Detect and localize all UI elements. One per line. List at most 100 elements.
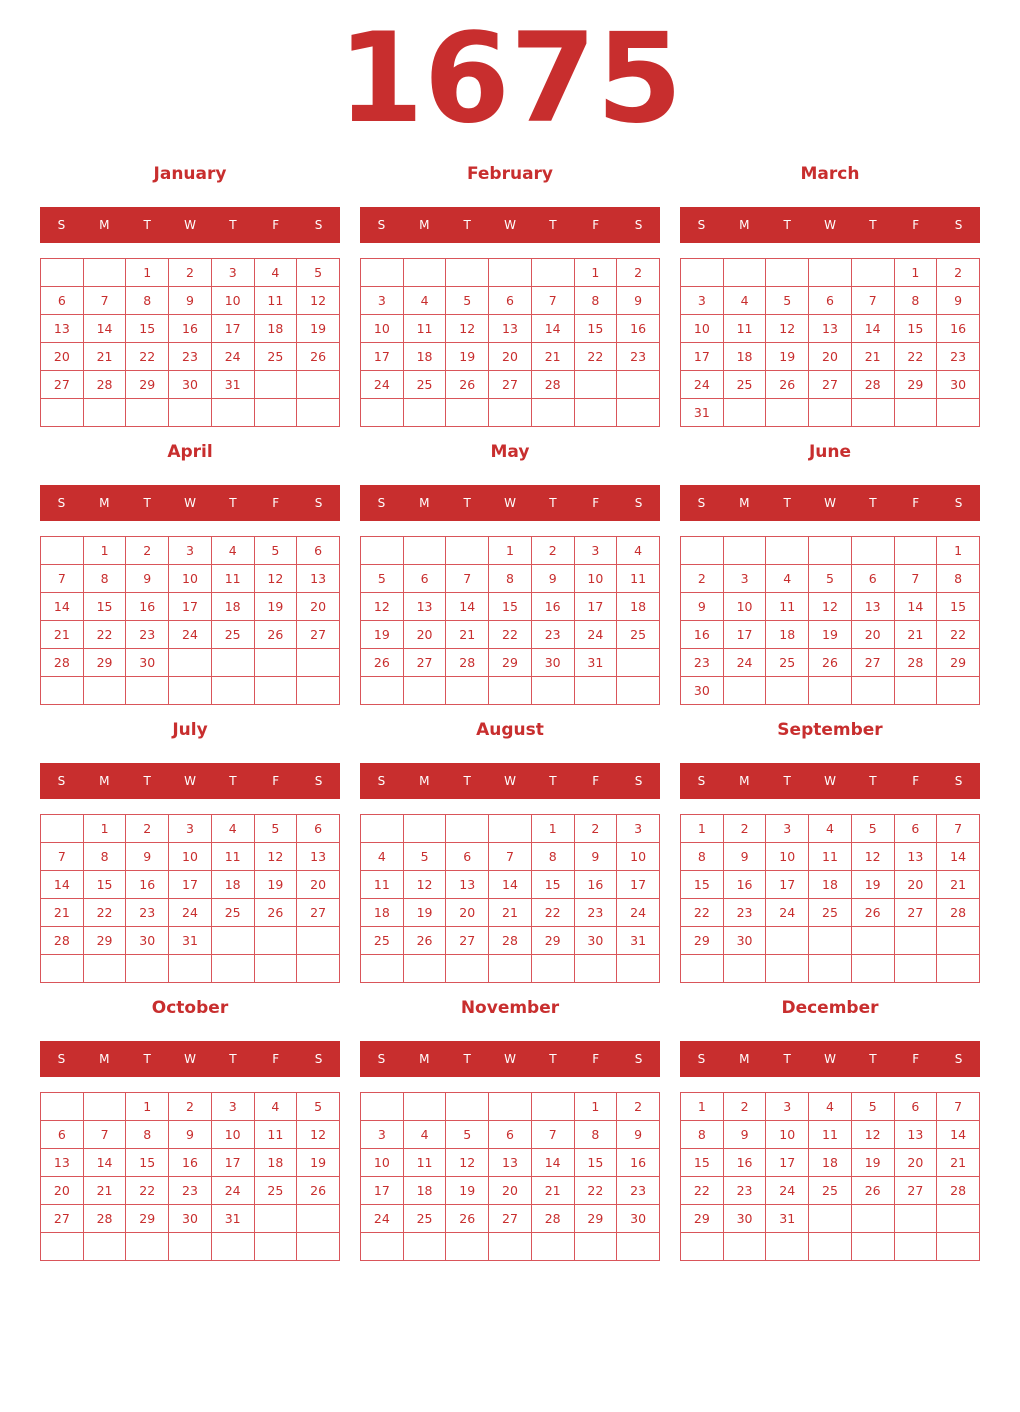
week-row: 13 14 15 16 17 18 19 [40, 314, 340, 343]
weekday-label: S [377, 1052, 386, 1066]
day-cell: 10 [360, 314, 404, 343]
day-cell: 6 [808, 286, 852, 315]
day-cell: 15 [936, 592, 980, 621]
day-cell: 13 [402, 592, 447, 621]
day-cell [765, 676, 810, 705]
day-cell [125, 954, 170, 983]
day-cell [253, 1232, 298, 1261]
day-cell: 26 [253, 898, 298, 927]
day-cell: 18 [360, 898, 404, 927]
day-cell: 6 [488, 286, 532, 315]
day-cell [488, 1232, 532, 1261]
week-row: 4 5 6 7 8 9 10 [360, 842, 660, 871]
day-cell: 4 [808, 814, 852, 843]
day-cell [40, 398, 84, 427]
day-cell: 19 [765, 342, 810, 371]
day-cell: 27 [893, 1176, 938, 1205]
day-cell [765, 258, 810, 287]
day-cell: 14 [530, 1148, 575, 1177]
week-row: 11 12 13 14 15 16 17 [360, 870, 660, 899]
weekday-label: S [377, 218, 386, 232]
day-cell: 8 [680, 1120, 724, 1149]
weekday-label: T [869, 496, 877, 510]
weekday-label: T [229, 1052, 237, 1066]
weekday-label: F [592, 496, 600, 510]
day-cell [616, 1232, 660, 1261]
weekday-label: F [592, 774, 600, 788]
day-cell: 17 [168, 592, 212, 621]
day-cell [808, 1204, 852, 1233]
week-row: 9 10 11 12 13 14 15 [680, 592, 980, 621]
month-title: February [466, 164, 554, 184]
day-cell: 18 [402, 342, 447, 371]
day-cell: 9 [125, 842, 170, 871]
day-cell: 30 [722, 926, 767, 955]
week-row [360, 1232, 660, 1261]
day-cell: 18 [253, 1148, 298, 1177]
day-cell: 23 [125, 620, 170, 649]
week-row: 24 25 26 27 28 29 30 [680, 370, 980, 399]
day-cell: 24 [210, 342, 255, 371]
day-cell: 25 [210, 620, 255, 649]
day-cell: 8 [573, 1120, 618, 1149]
week-row: 29 30 [680, 926, 980, 955]
day-cell: 1 [936, 536, 980, 565]
day-cell: 15 [82, 592, 127, 621]
weekday-label: F [272, 1052, 280, 1066]
day-cell: 15 [680, 1148, 724, 1177]
day-cell [360, 814, 404, 843]
month-august: August S M T W T F S 1 2 3 4 5 6 7 8 9 10 11 12 13 14 15 16 17 18… [360, 716, 660, 986]
day-cell: 28 [488, 926, 532, 955]
day-cell: 13 [488, 1148, 532, 1177]
day-cell: 27 [893, 898, 938, 927]
month-title: October [151, 998, 229, 1018]
day-cell: 12 [808, 592, 852, 621]
weekday-label: M [739, 1052, 750, 1066]
day-cell: 25 [210, 898, 255, 927]
day-cell [488, 258, 532, 287]
day-cell: 1 [125, 1092, 170, 1121]
day-cell [402, 258, 447, 287]
day-cell: 14 [530, 314, 575, 343]
day-cell: 4 [765, 564, 810, 593]
day-cell [168, 676, 212, 705]
day-cell: 3 [722, 564, 767, 593]
day-cell: 29 [125, 1204, 170, 1233]
day-cell: 11 [210, 842, 255, 871]
month-june: June S M T W T F S 1 2 3 4 5 6 7 8 9 10 11 12 13 14 15 16 17 18 19… [680, 438, 980, 708]
day-cell [296, 398, 340, 427]
day-cell [168, 1232, 212, 1261]
day-cell: 17 [616, 870, 660, 899]
day-grid: 1 2 3 4 5 6 7 8 9 10 11 12 13 14 15 16 17 18 19 20 21 22 23 24 2… [360, 1092, 660, 1261]
day-cell: 10 [765, 1120, 810, 1149]
weekday-label: M [99, 774, 110, 788]
day-cell: 6 [850, 564, 895, 593]
day-cell [488, 814, 532, 843]
day-cell: 19 [850, 870, 895, 899]
day-cell: 19 [808, 620, 852, 649]
week-row: 26 27 28 29 30 31 [360, 648, 660, 677]
day-cell: 6 [488, 1120, 532, 1149]
day-cell: 27 [488, 370, 532, 399]
week-row [40, 676, 340, 705]
day-cell: 19 [402, 898, 447, 927]
day-cell: 4 [210, 536, 255, 565]
day-cell: 16 [168, 1148, 212, 1177]
weekday-label: S [314, 774, 323, 788]
day-cell [616, 676, 660, 705]
day-cell [402, 676, 447, 705]
weekday-label: S [314, 496, 323, 510]
day-cell: 28 [40, 926, 84, 955]
week-row [360, 676, 660, 705]
day-cell: 26 [296, 342, 340, 371]
weekday-label: M [419, 774, 430, 788]
day-cell: 25 [616, 620, 660, 649]
day-cell [680, 536, 724, 565]
week-row: 30 [680, 676, 980, 705]
day-cell: 14 [445, 592, 490, 621]
day-cell: 15 [530, 870, 575, 899]
day-cell: 4 [253, 1092, 298, 1121]
